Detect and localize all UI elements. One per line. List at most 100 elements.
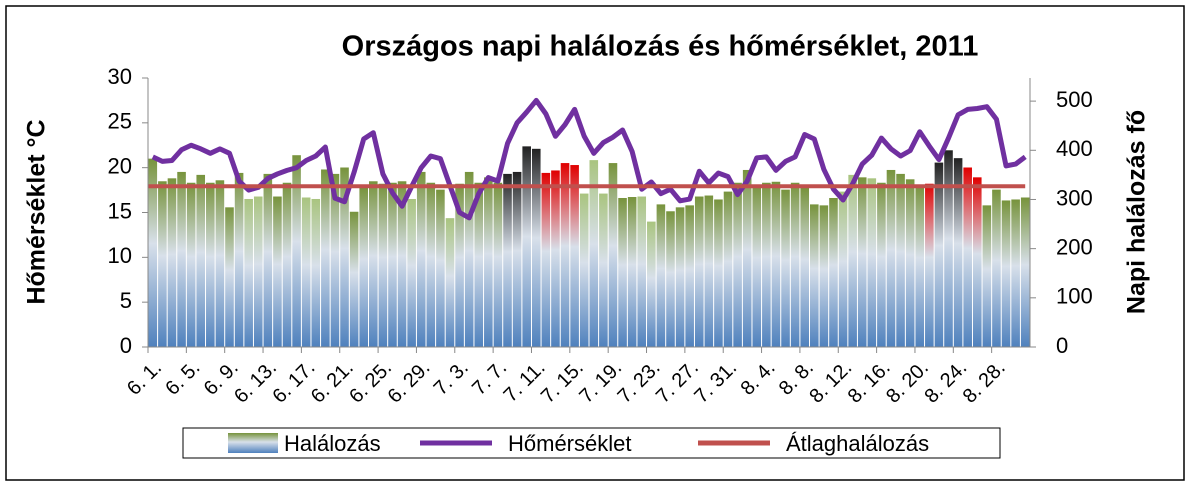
bar: [445, 218, 455, 347]
bar: [733, 182, 742, 347]
bar: [263, 173, 273, 347]
bar: [618, 197, 627, 347]
bar: [685, 205, 694, 347]
bar: [234, 172, 244, 347]
bar: [627, 197, 637, 347]
bar: [225, 207, 234, 347]
bar: [972, 177, 982, 347]
chart-title: Országos napi halálozás és hőmérséklet, …: [342, 31, 979, 63]
y2-axis-title: Napi halálozás fő: [1123, 110, 1151, 314]
bar: [742, 169, 752, 347]
bar: [244, 198, 253, 347]
bar: [407, 198, 416, 347]
bar: [781, 189, 790, 347]
y-tick-label: 25: [108, 109, 132, 134]
bar: [608, 163, 618, 347]
bar: [944, 150, 953, 347]
y2-tick-label: 400: [1056, 136, 1093, 161]
y-tick-label: 0: [120, 333, 132, 358]
bar: [915, 184, 925, 347]
bar: [311, 198, 321, 347]
bar: [148, 158, 158, 347]
y-tick-label: 10: [108, 243, 132, 268]
y2-tick-label: 0: [1056, 333, 1068, 358]
bar: [637, 196, 647, 347]
legend-label: Halálozás: [284, 431, 381, 456]
bar: [656, 204, 666, 347]
bar: [800, 187, 809, 347]
bar: [810, 204, 819, 347]
y-tick-label: 5: [120, 288, 132, 313]
bar: [1001, 200, 1011, 347]
y-tick-label: 20: [108, 153, 132, 178]
bar: [896, 173, 905, 347]
bar: [321, 169, 330, 347]
bar: [752, 184, 762, 347]
bar: [541, 172, 551, 347]
bar: [790, 182, 800, 347]
bar: [589, 160, 599, 347]
bar: [359, 187, 368, 347]
bar: [273, 196, 282, 347]
bar: [215, 180, 225, 347]
y2-tick-label: 200: [1056, 234, 1093, 259]
bar: [158, 181, 167, 347]
bar: [388, 182, 397, 347]
bar: [934, 162, 944, 347]
bar: [925, 183, 934, 347]
bar: [599, 193, 608, 347]
bar: [857, 177, 867, 347]
bar: [694, 196, 704, 347]
bar: [838, 191, 848, 347]
y-tick-label: 30: [108, 64, 132, 89]
bar: [206, 182, 215, 347]
bar: [196, 174, 206, 347]
bar: [522, 146, 531, 347]
legend-label: Átlaghalálozás: [786, 431, 929, 456]
bar: [982, 205, 992, 347]
bar: [455, 183, 464, 347]
bar: [474, 182, 484, 347]
bar: [819, 205, 829, 347]
bar: [848, 174, 857, 347]
bar: [570, 165, 579, 347]
bar: [560, 163, 570, 347]
y2-tick-label: 100: [1056, 284, 1093, 309]
bar: [905, 179, 915, 347]
bar: [340, 167, 349, 347]
bar: [378, 183, 388, 347]
bar: [436, 189, 445, 347]
bar: [167, 178, 177, 347]
bar: [292, 155, 301, 347]
legend-swatch: [228, 433, 278, 453]
bar: [484, 177, 493, 347]
bar: [177, 171, 186, 347]
bar: [503, 173, 512, 347]
bar: [1020, 197, 1030, 347]
bar: [723, 191, 733, 347]
bar: [771, 181, 781, 347]
bar: [369, 181, 378, 347]
bar: [666, 211, 675, 347]
legend-box: [182, 427, 1001, 459]
bar: [330, 173, 340, 347]
line: [151, 97, 1027, 221]
bar: [186, 182, 196, 347]
bar: [426, 182, 436, 347]
bar: [704, 195, 714, 347]
bar: [551, 170, 560, 347]
bar: [992, 189, 1001, 347]
bar: [512, 171, 522, 347]
bar: [301, 197, 311, 347]
bar: [493, 182, 503, 347]
y-tick-label: 15: [108, 198, 132, 223]
bar: [253, 196, 263, 347]
bar: [714, 199, 723, 347]
bar: [953, 158, 963, 347]
bar: [762, 182, 771, 347]
bar: [886, 169, 896, 347]
bar: [349, 211, 359, 347]
bar: [416, 171, 426, 347]
bar: [531, 148, 541, 347]
